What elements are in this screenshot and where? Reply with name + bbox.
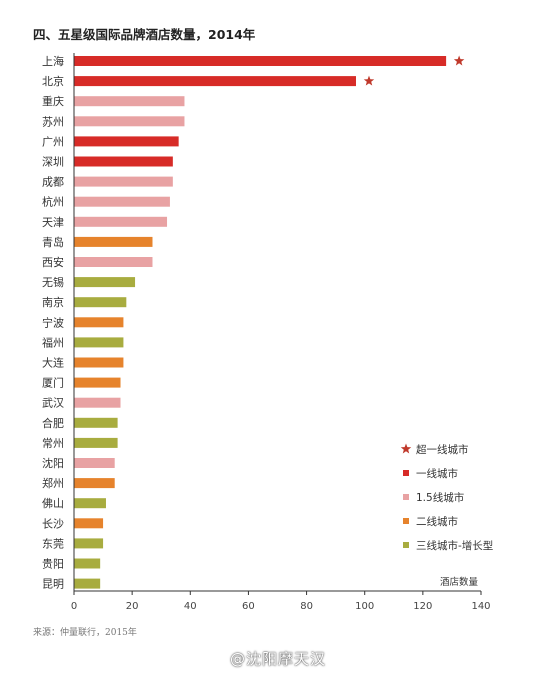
legend-star-icon (400, 443, 412, 454)
bar-天津 (74, 216, 168, 227)
bar-上海 (74, 56, 447, 66)
bar-大连 (74, 357, 124, 368)
category-label: 合肥 (42, 416, 64, 430)
category-label: 西安 (42, 255, 64, 269)
bar-苏州 (74, 116, 185, 127)
category-label: 东莞 (42, 537, 64, 550)
category-labels: 上海北京重庆苏州广州深圳成都杭州天津青岛西安无锡南京宁波福州大连厦门武汉合肥常州… (42, 54, 64, 591)
category-label: 广州 (42, 135, 64, 148)
x-tick-label: 140 (471, 601, 490, 612)
category-label: 上海 (42, 54, 64, 68)
category-label: 成都 (42, 176, 64, 189)
bar-深圳 (74, 156, 173, 167)
bar-南京 (74, 297, 127, 308)
legend-swatch-tier15 (403, 494, 409, 500)
bar-武汉 (74, 397, 121, 408)
star-icon (363, 75, 375, 86)
x-axis: 0 20 40 60 80 100 120 140 酒店数量 (71, 53, 491, 612)
bar-成都 (74, 176, 173, 187)
category-label: 杭州 (42, 195, 64, 209)
category-label: 青岛 (42, 235, 64, 249)
legend-label: 二线城市 (416, 515, 458, 528)
category-label: 苏州 (42, 115, 64, 128)
category-label: 深圳 (42, 156, 64, 169)
category-label: 福州 (42, 335, 64, 349)
watermark: @沈阳摩天汉 (230, 650, 327, 668)
x-tick-label: 40 (184, 601, 197, 612)
category-label: 大连 (42, 356, 64, 370)
legend-label: 超一线城市 (416, 443, 469, 456)
legend-label: 一线城市 (416, 467, 458, 480)
category-label: 武汉 (42, 397, 64, 410)
bar-合肥 (74, 417, 118, 428)
category-label: 南京 (42, 295, 64, 309)
bar-北京 (74, 76, 356, 87)
category-label: 天津 (42, 216, 64, 229)
bar-无锡 (74, 277, 136, 288)
source-note: 来源：仲量联行，2015年 (33, 628, 137, 638)
bar-杭州 (74, 196, 170, 207)
bar-长沙 (74, 518, 104, 529)
legend-swatch-tier1 (403, 470, 409, 476)
x-tick-label: 120 (413, 601, 432, 612)
bar-郑州 (74, 478, 115, 489)
legend-swatch-tier2 (403, 518, 409, 524)
bar-贵阳 (74, 558, 101, 569)
bar-沈阳 (74, 458, 115, 468)
bar-昆明 (74, 578, 101, 589)
bar-东莞 (74, 538, 104, 549)
chart-title: 四、五星级国际品牌酒店数量，2014年 (33, 27, 256, 42)
x-axis-unit-label: 酒店数量 (440, 576, 479, 588)
x-tick-label: 100 (355, 601, 374, 612)
bar-青岛 (74, 236, 153, 247)
category-label: 长沙 (42, 517, 64, 530)
category-label: 宁波 (42, 315, 64, 329)
legend-swatch-tier3 (403, 542, 409, 548)
bar-常州 (74, 437, 118, 448)
bar-宁波 (74, 317, 124, 328)
category-label: 重庆 (42, 94, 64, 108)
bar-福州 (74, 337, 124, 348)
x-tick-label: 80 (300, 601, 313, 612)
category-label: 昆明 (42, 578, 64, 591)
category-label: 常州 (42, 437, 64, 450)
bar-西安 (74, 257, 153, 267)
bar-重庆 (74, 96, 185, 107)
category-label: 厦门 (42, 376, 64, 390)
bar-厦门 (74, 377, 121, 388)
bars-group (74, 55, 465, 589)
x-tick-label: 60 (242, 601, 255, 612)
legend-label: 1.5线城市 (416, 491, 464, 504)
x-tick-label: 20 (126, 601, 139, 612)
bar-佛山 (74, 498, 106, 509)
category-label: 无锡 (42, 275, 64, 289)
bar-广州 (74, 136, 179, 147)
category-label: 贵阳 (42, 558, 64, 571)
legend-label: 三线城市-增长型 (416, 539, 493, 552)
category-label: 沈阳 (42, 456, 64, 470)
category-label: 郑州 (42, 476, 64, 490)
category-label: 佛山 (42, 497, 64, 510)
x-tick-label: 0 (71, 601, 77, 612)
star-icon (453, 55, 465, 66)
category-label: 北京 (42, 74, 64, 88)
